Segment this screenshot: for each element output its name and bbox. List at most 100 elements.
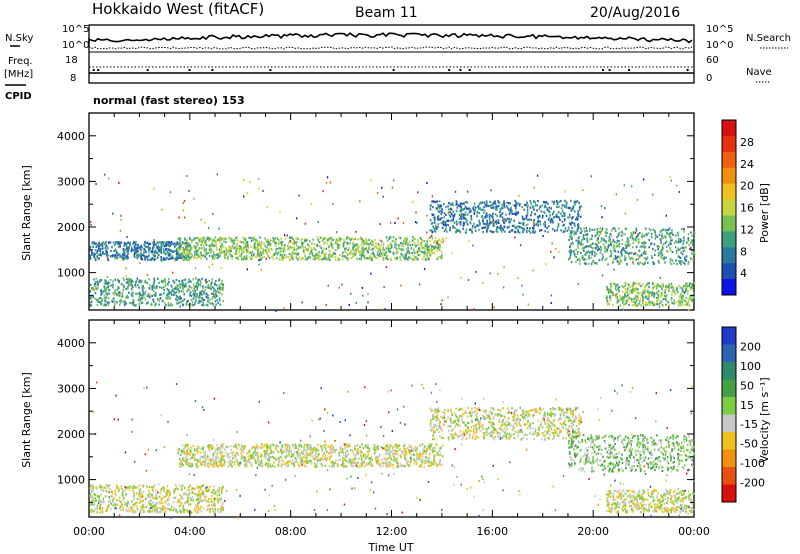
power-cell <box>496 205 499 208</box>
power-cell <box>551 218 554 221</box>
power-cell <box>221 293 223 296</box>
power-cell <box>385 266 388 269</box>
power-cell <box>135 247 138 250</box>
power-cell <box>686 283 688 286</box>
power-cell <box>252 236 254 239</box>
velocity-cell <box>400 453 402 456</box>
power-cell <box>154 294 156 297</box>
power-cell <box>682 298 684 301</box>
power-cell <box>634 287 636 290</box>
power-cell <box>182 303 184 306</box>
power-cell <box>619 295 621 298</box>
power-cell <box>595 253 598 256</box>
power-cell <box>269 242 272 245</box>
power-cell <box>644 251 647 254</box>
power-cell <box>102 251 104 254</box>
power-cell <box>539 223 542 226</box>
power-cell <box>686 285 689 288</box>
power-cell <box>534 230 537 233</box>
power-cell <box>640 285 642 288</box>
power-cell <box>476 210 479 213</box>
velocity-cell <box>216 494 219 497</box>
power-cell <box>614 283 616 286</box>
power-cell <box>329 241 332 244</box>
power-scatter <box>89 173 696 312</box>
power-cell <box>96 300 99 303</box>
power-cell <box>648 300 651 303</box>
power-cell <box>257 244 259 248</box>
power-cell <box>635 300 638 303</box>
power-cell <box>401 244 403 247</box>
power-cell <box>579 215 582 218</box>
power-cell <box>396 251 399 254</box>
power-cell <box>277 242 280 245</box>
power-cell <box>461 212 463 216</box>
velocity-cell <box>108 500 110 503</box>
power-cell <box>659 285 662 288</box>
power-cell <box>137 243 139 247</box>
power-cell <box>623 296 625 299</box>
power-cell <box>164 284 167 287</box>
power-cell <box>323 242 325 246</box>
power-cell <box>437 246 440 250</box>
power-cell <box>400 248 402 251</box>
power-cell <box>497 204 500 208</box>
power-cell <box>574 203 576 206</box>
velocity-cell <box>288 451 290 454</box>
velocity-cell <box>175 484 177 487</box>
velocity-cell <box>246 452 248 455</box>
power-cell <box>185 252 187 255</box>
power-cell <box>121 258 123 261</box>
power-cell <box>610 285 612 288</box>
velocity-cell <box>195 499 198 502</box>
power-cell <box>515 201 517 204</box>
freq-point <box>392 69 395 71</box>
power-cell <box>120 300 123 303</box>
power-cell <box>533 219 535 221</box>
power-cell <box>491 203 494 206</box>
power-cell <box>657 260 660 263</box>
power-cell <box>211 292 213 295</box>
velocity-cell <box>114 502 116 505</box>
power-cell <box>375 246 378 249</box>
power-cell <box>207 251 210 254</box>
power-cell <box>207 297 209 300</box>
velocity-cell <box>257 457 259 460</box>
power-cell <box>589 238 591 241</box>
power-cell <box>679 293 682 296</box>
power-cell <box>211 257 214 260</box>
power-cell <box>496 226 499 229</box>
power-cell <box>357 238 359 241</box>
power-cell <box>564 205 566 208</box>
power-cell <box>512 224 514 227</box>
velocity-cell <box>237 461 239 465</box>
power-cell <box>311 251 313 254</box>
power-cell <box>624 292 626 296</box>
power-cell <box>644 290 646 293</box>
power-cell <box>318 254 320 257</box>
power-cell <box>169 244 171 247</box>
power-cell <box>674 293 677 296</box>
power-cell <box>439 246 442 249</box>
power-cell <box>636 253 639 257</box>
velocity-cell <box>259 462 261 465</box>
power-cell <box>203 249 206 252</box>
power-cell <box>287 241 290 245</box>
power-cell <box>329 253 331 256</box>
power-cell <box>169 257 171 260</box>
velocity-cell <box>114 503 117 506</box>
power-cell <box>348 247 350 250</box>
power-cell <box>460 202 463 205</box>
velocity-cell <box>260 461 262 464</box>
power-cell <box>319 258 321 261</box>
power-cell <box>306 238 309 241</box>
velocity-cell <box>189 484 192 487</box>
power-cell <box>198 238 200 241</box>
power-cell <box>620 251 622 254</box>
velocity-cell <box>197 494 200 497</box>
power-cell <box>292 252 295 255</box>
power-cell <box>579 231 582 234</box>
power-cell <box>345 256 348 259</box>
power-cell <box>205 303 208 306</box>
power-cell <box>208 279 210 283</box>
